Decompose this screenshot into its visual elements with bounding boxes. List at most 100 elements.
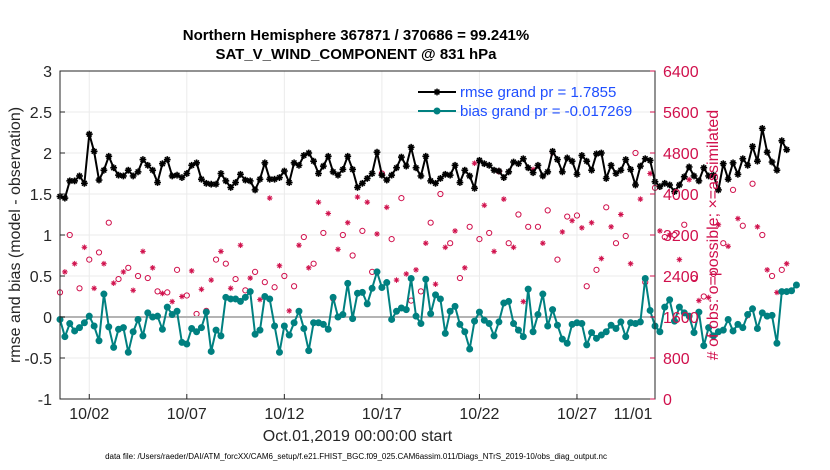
obs-possible-point	[759, 231, 766, 239]
point-stroke	[627, 166, 634, 173]
obs-mark-stroke	[179, 294, 185, 299]
tick-label-right: 4800	[663, 146, 699, 163]
obs-mark-stroke	[82, 244, 87, 250]
rmse-point	[778, 137, 786, 145]
obs-assimilated-point	[540, 240, 546, 246]
obs-mark-stroke	[169, 299, 175, 304]
rmse-point	[754, 157, 761, 165]
obs-possible-point	[486, 229, 493, 237]
obs-assimilated-point	[335, 246, 341, 253]
rmse-point	[710, 171, 717, 179]
bias-point	[183, 340, 191, 348]
obs-possible-point	[95, 249, 103, 256]
obs-assimilated-point	[413, 267, 419, 273]
obs-assimilated-point	[686, 176, 692, 183]
bias-point	[597, 331, 605, 339]
obs-assimilated-point	[403, 271, 410, 277]
bias-point	[378, 283, 386, 291]
point-stroke	[505, 168, 512, 175]
rmse-point	[363, 175, 371, 182]
tick-label-right: 1600	[663, 310, 699, 327]
obs-assimilated-point	[637, 196, 644, 202]
obs-mark-stroke	[764, 267, 770, 273]
point-stroke	[398, 154, 405, 161]
rmse-point	[76, 172, 83, 180]
rmse-point	[602, 175, 610, 182]
rmse-point	[80, 179, 88, 187]
rmse-point	[110, 164, 118, 172]
rmse-point	[573, 170, 581, 178]
x-axis-label: Oct.01,2019 00:00:00 start	[263, 428, 453, 445]
bias-point	[202, 308, 210, 316]
rmse-point	[139, 156, 147, 163]
rmse-point	[607, 161, 615, 169]
y-axis-label-right: # of obs: o=possible; ×=assimilated	[705, 110, 722, 360]
obs-assimilated-point	[432, 281, 439, 287]
obs-assimilated-point	[608, 224, 614, 230]
rmse-point	[212, 180, 220, 188]
rmse-point	[105, 152, 113, 160]
bias-point	[256, 326, 264, 334]
obs-assimilated-point	[383, 204, 390, 211]
point-stroke	[252, 186, 259, 193]
obs-mark-stroke	[491, 249, 497, 254]
point-stroke	[188, 162, 195, 169]
point-stroke	[578, 152, 585, 159]
rmse-point	[632, 181, 639, 189]
rmse-point	[412, 164, 420, 172]
bias-point	[339, 311, 347, 319]
obs-mark-stroke	[150, 265, 155, 271]
rmse-point	[617, 166, 625, 174]
obs-possible-point	[505, 240, 512, 247]
rmse-point	[563, 154, 571, 162]
point-stroke	[213, 181, 220, 188]
rmse-point	[261, 159, 269, 167]
legend: rmse grand pr = 1.7855 bias grand pr = -0…	[418, 84, 632, 120]
obs-assimilated-point	[627, 260, 634, 267]
bias-point	[432, 291, 440, 299]
bias-point	[388, 315, 396, 323]
obs-assimilated-point	[101, 260, 107, 267]
obs-possible-point	[417, 288, 425, 295]
rmse-point	[71, 177, 79, 185]
rmse-point	[749, 143, 756, 150]
point-stroke	[208, 181, 215, 188]
obs-assimilated-point	[364, 199, 371, 205]
obs-mark-stroke	[130, 288, 136, 293]
rmse-point	[466, 172, 474, 180]
bias-point	[583, 341, 591, 349]
obs-mark-stroke	[335, 247, 341, 252]
rmse-point	[627, 166, 635, 173]
obs-mark-stroke	[364, 199, 370, 205]
obs-mark-stroke	[316, 199, 321, 205]
bias-point	[563, 339, 571, 347]
obs-mark-stroke	[238, 242, 243, 248]
obs-mark-stroke	[647, 171, 653, 176]
rmse-point	[334, 171, 342, 179]
rmse-point	[476, 156, 483, 164]
rmse-point	[383, 176, 391, 184]
obs-mark-stroke	[355, 194, 360, 200]
point-stroke	[427, 177, 434, 184]
obs-possible-point	[671, 231, 678, 239]
bias-point	[539, 290, 547, 298]
point-stroke	[759, 125, 766, 132]
bias-point	[119, 324, 127, 332]
rmse-point	[163, 156, 171, 163]
tick-label-right: 6400	[663, 64, 699, 81]
point-stroke	[510, 159, 517, 165]
obs-mark-stroke	[189, 268, 194, 274]
bias-point	[275, 348, 283, 356]
obs-assimilated-point	[344, 219, 351, 226]
rmse-point	[719, 160, 727, 168]
obs-mark-stroke	[345, 220, 351, 226]
point-stroke	[530, 169, 537, 176]
bias-point	[622, 333, 630, 341]
rmse-point	[529, 169, 537, 177]
obs-assimilated-point	[442, 244, 449, 251]
rmse-point	[329, 168, 337, 176]
rmse-point	[397, 153, 405, 161]
obs-mark-stroke	[394, 277, 399, 283]
rmse-point	[358, 179, 366, 187]
tick-label-x: 10/22	[459, 406, 499, 423]
